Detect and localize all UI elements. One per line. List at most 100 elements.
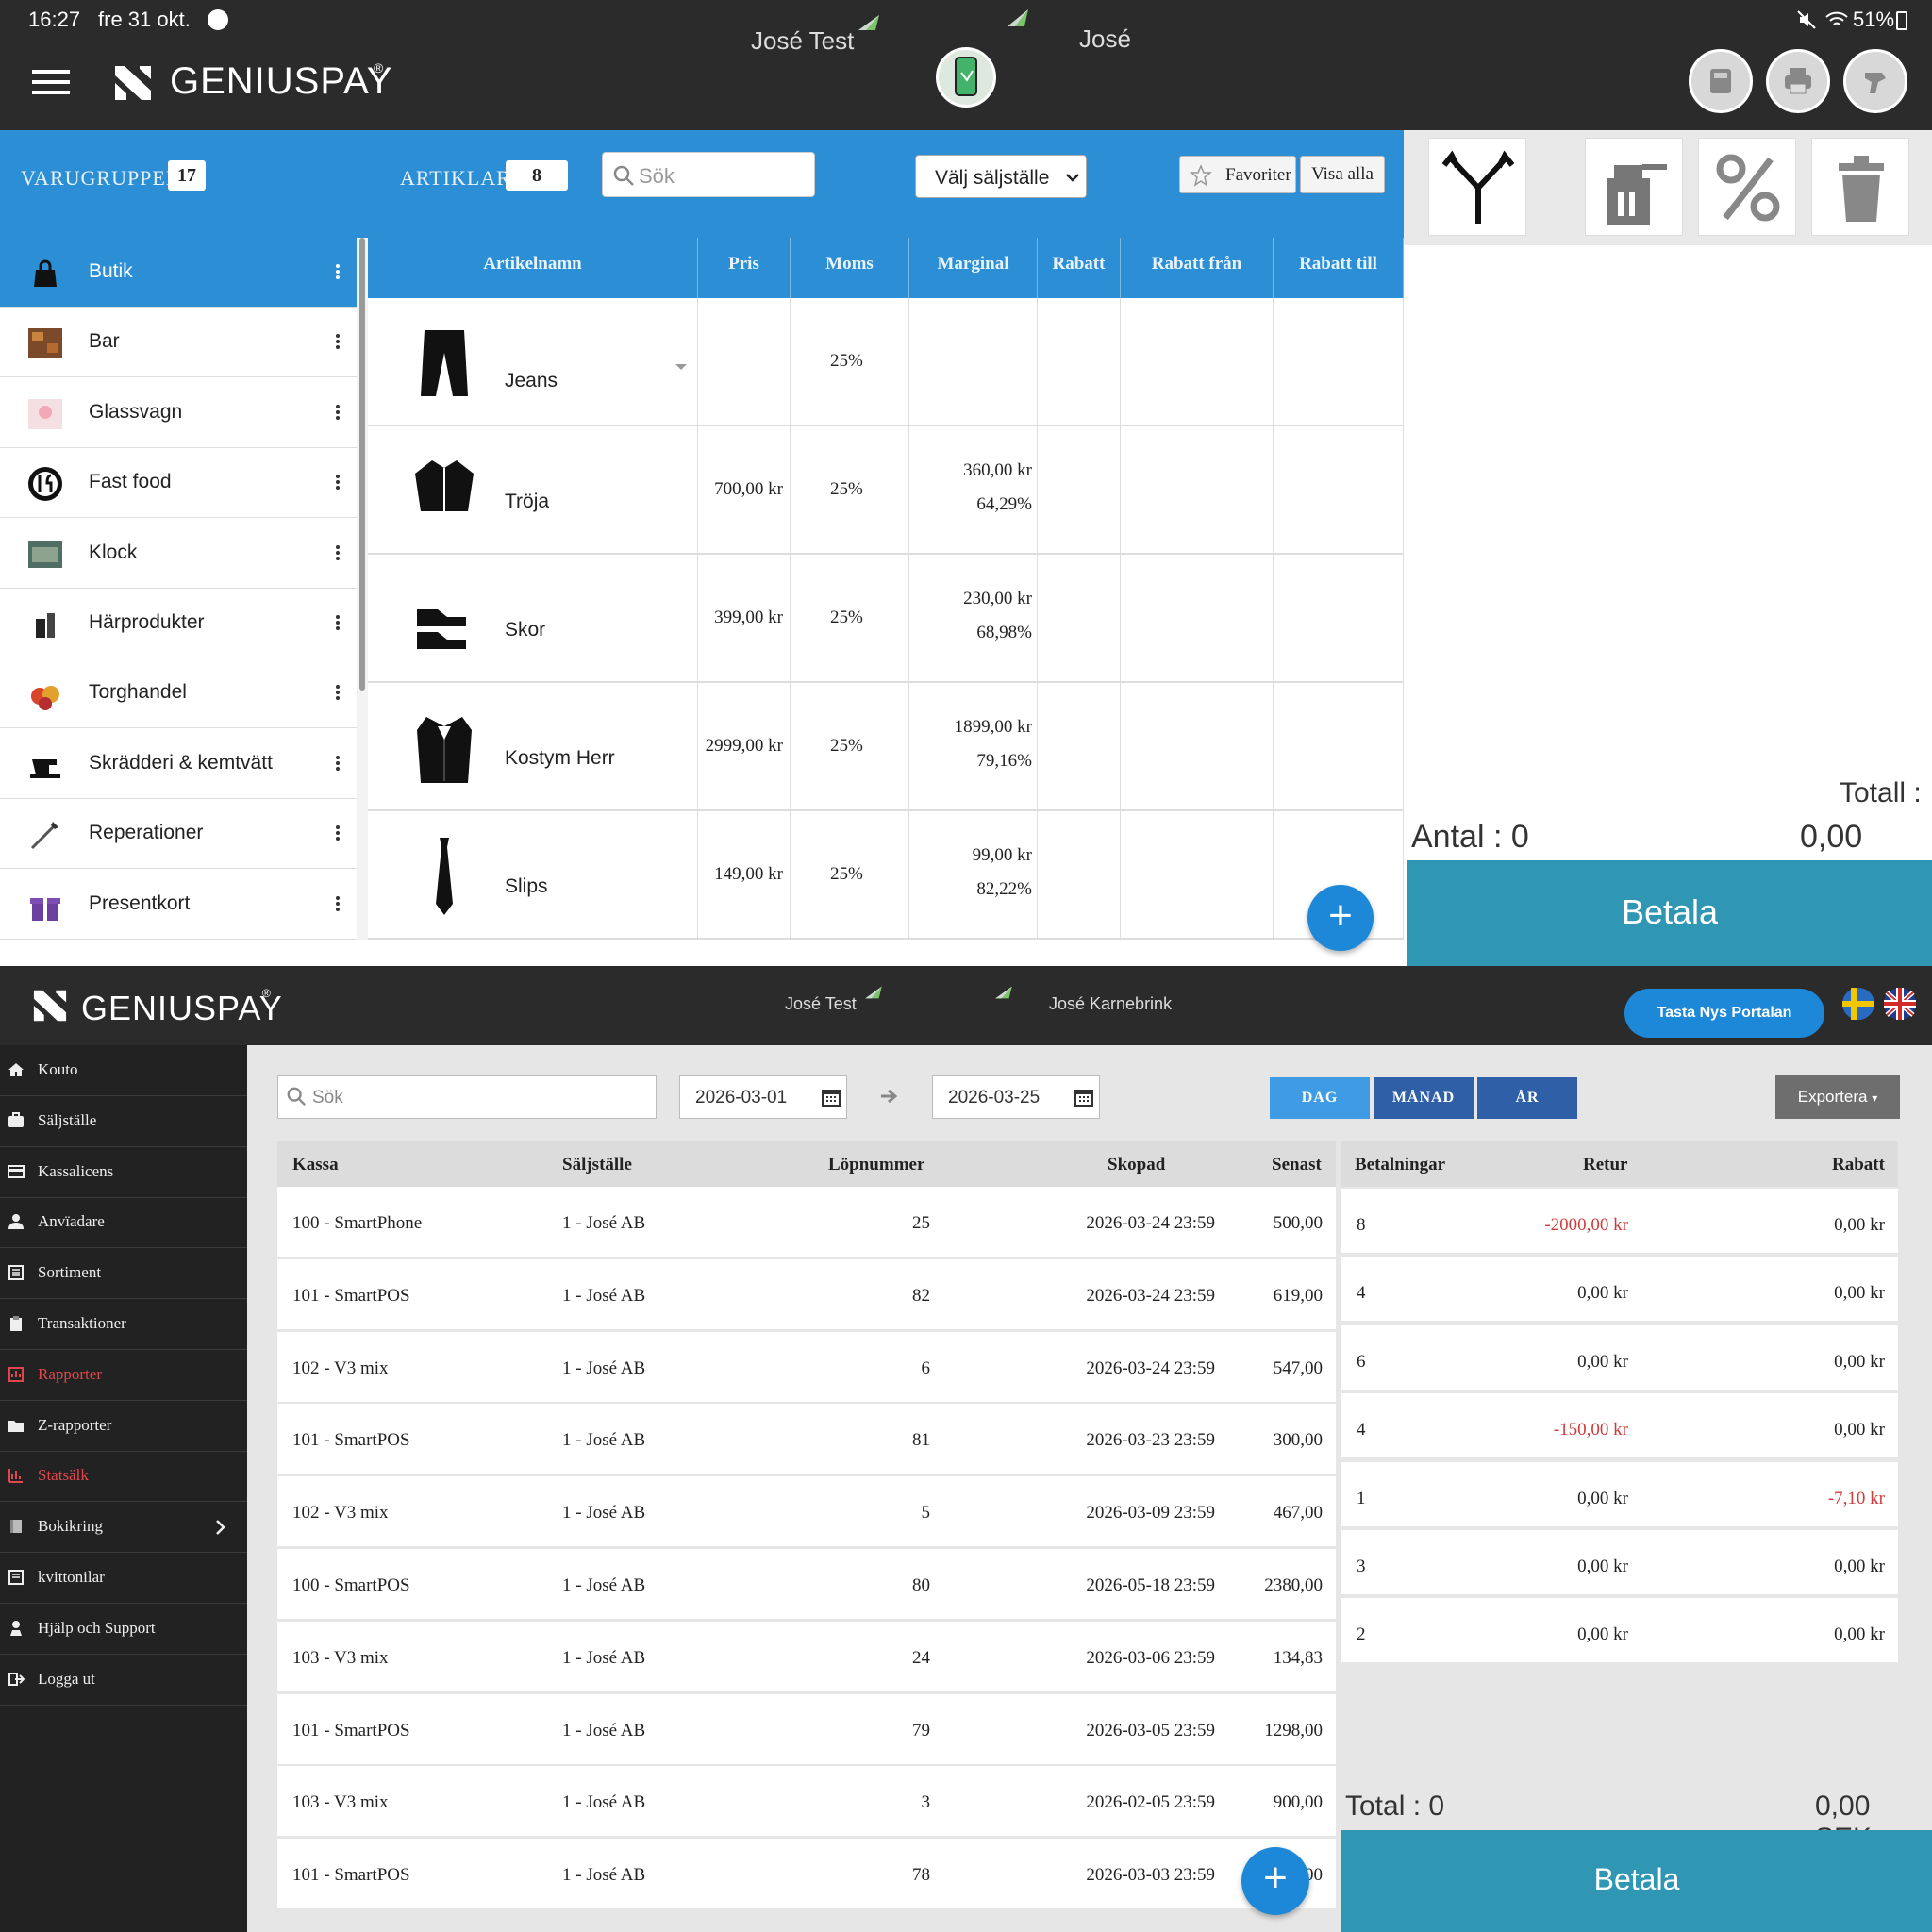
nav-item[interactable]: kvittonilar — [0, 1553, 247, 1604]
category-item[interactable]: Härprodukter — [0, 589, 357, 658]
expand-caret-icon[interactable] — [674, 362, 689, 372]
menu-icon[interactable] — [32, 68, 70, 96]
category-item[interactable]: Torghandel — [0, 658, 357, 729]
pay-button[interactable]: Betala — [1407, 860, 1932, 966]
product-column-header[interactable]: Rabatt från — [1121, 238, 1274, 298]
article-search-input[interactable]: Sök — [602, 152, 815, 197]
report-search-input[interactable]: Sök — [277, 1075, 657, 1119]
cell-betalningar: 4 — [1357, 1283, 1366, 1304]
category-item[interactable]: Fast food — [0, 448, 357, 519]
nav-item[interactable]: Kouto — [0, 1045, 247, 1096]
show-all-button[interactable]: Visa alla — [1300, 156, 1385, 193]
portal-button[interactable]: Tasta Nys Portalan — [1624, 989, 1824, 1038]
table-row[interactable]: 4 0,00 kr 0,00 kr — [1341, 1257, 1898, 1324]
kebab-menu-icon[interactable] — [336, 615, 340, 632]
sales-point-select[interactable]: Välj säljställe — [915, 155, 1087, 198]
swedish-flag-icon[interactable] — [1841, 987, 1875, 1021]
nav-item[interactable]: Kassalicens — [0, 1147, 247, 1198]
table-row[interactable]: 101 - SmartPOS 1 - José AB 78 2026-03-03 23… — [277, 1839, 1336, 1911]
table-row[interactable]: 3 0,00 kr 0,00 kr — [1341, 1530, 1898, 1596]
table-row[interactable]: 1 0,00 kr -7,10 kr — [1341, 1461, 1898, 1528]
table-row[interactable]: 101 - SmartPOS 1 - José AB 81 2026-03-23 23… — [277, 1404, 1336, 1476]
kebab-menu-icon[interactable] — [336, 825, 340, 842]
export-button[interactable]: Exportera ▾ — [1775, 1075, 1900, 1119]
category-item[interactable]: Skrädderi & kemtvätt — [0, 728, 357, 799]
pay-button[interactable]: Betala — [1341, 1830, 1932, 1932]
nav-item[interactable]: Sortiment — [0, 1248, 247, 1300]
favorites-button[interactable]: Favoriter — [1179, 156, 1296, 193]
cell-senast: 2380,00 — [1264, 1575, 1323, 1595]
table-row[interactable]: 100 - SmartPhone 1 - José AB 25 2026-03-24 … — [277, 1187, 1336, 1258]
category-item[interactable]: Bar — [0, 308, 357, 378]
table-row[interactable]: 6 0,00 kr 0,00 kr — [1341, 1324, 1898, 1391]
nav-item[interactable]: Bokikring — [0, 1502, 247, 1554]
table-row[interactable]: 2 0,00 kr 0,00 kr — [1341, 1598, 1898, 1665]
discount-button[interactable] — [1698, 138, 1796, 236]
kebab-menu-icon[interactable] — [336, 895, 340, 913]
category-item[interactable]: Presentkort — [0, 869, 357, 940]
col-kassa: Kassa — [292, 1155, 339, 1174]
nav-item[interactable]: Statsälk — [0, 1451, 247, 1503]
table-row[interactable]: 8 -2000,00 kr 0,00 kr — [1341, 1189, 1898, 1255]
category-scrollbar[interactable] — [357, 238, 368, 940]
product-column-header[interactable]: Artikelnamn — [368, 238, 698, 298]
product-column-header[interactable]: Marginal — [909, 238, 1038, 298]
table-row[interactable]: 102 - V3 mix 1 - José AB 6 2026-03-24 23:59… — [277, 1331, 1336, 1404]
calendar-icon[interactable] — [822, 1088, 841, 1107]
category-item[interactable]: Butik — [0, 238, 357, 308]
service-button[interactable] — [1585, 138, 1683, 236]
table-row[interactable]: 101 - SmartPOS 1 - José AB 79 2026-03-05 23… — [277, 1693, 1336, 1766]
product-margin-amount: 360,00 kr — [963, 460, 1032, 480]
product-column-header[interactable]: Moms — [791, 238, 909, 298]
product-row[interactable]: Kostym Herr 2999,00 kr 25% 1899,00 kr 79,16% — [368, 683, 1404, 811]
add-kassa-button[interactable]: + — [1241, 1847, 1309, 1915]
nav-item[interactable]: Hjälp och Support — [0, 1604, 247, 1655]
cash-drawer-button[interactable] — [1689, 49, 1753, 113]
period-month-button[interactable]: MÅNAD — [1374, 1077, 1474, 1119]
add-product-button[interactable]: + — [1307, 885, 1374, 951]
kebab-menu-icon[interactable] — [336, 475, 340, 491]
category-item[interactable]: Klock — [0, 518, 357, 589]
uk-flag-icon[interactable] — [1883, 987, 1917, 1021]
clear-cart-button[interactable] — [1811, 138, 1909, 236]
kebab-menu-icon[interactable] — [336, 334, 340, 351]
category-item[interactable]: Reperationer — [0, 799, 357, 870]
product-column-header[interactable]: Rabatt till — [1274, 238, 1404, 298]
product-cell — [909, 555, 1038, 683]
table-row[interactable]: 103 - V3 mix 1 - José AB 24 2026-03-06 23:5… — [277, 1621, 1336, 1693]
shoes-icon — [417, 609, 466, 649]
scanner-button[interactable] — [1843, 49, 1907, 113]
product-row[interactable]: Tröja 700,00 kr 25% 360,00 kr 64,29% — [368, 426, 1404, 555]
nav-item[interactable]: Anvïadare — [0, 1197, 247, 1249]
product-column-header[interactable]: Pris — [698, 238, 791, 298]
table-row[interactable]: 102 - V3 mix 1 - José AB 5 2026-03-09 23:59… — [277, 1476, 1336, 1549]
nav-item[interactable]: Logga ut — [0, 1655, 247, 1706]
kebab-menu-icon[interactable] — [336, 755, 340, 773]
product-row[interactable]: Jeans 25% — [368, 298, 1404, 426]
kebab-menu-icon[interactable] — [336, 264, 340, 281]
nav-item[interactable]: Z-rapporter — [0, 1401, 247, 1452]
period-day-button[interactable]: DAG — [1270, 1077, 1370, 1119]
phone-sync-button[interactable] — [936, 47, 996, 108]
split-button[interactable] — [1428, 138, 1526, 236]
table-row[interactable]: 100 - SmartPOS 1 - José AB 80 2026-05-18 23… — [277, 1549, 1336, 1621]
printer-button[interactable] — [1766, 49, 1830, 113]
date-to-input[interactable]: 2026-03-25 — [932, 1075, 1100, 1119]
kebab-menu-icon[interactable] — [336, 544, 340, 562]
kebab-menu-icon[interactable] — [336, 404, 340, 422]
table-row[interactable]: 101 - SmartPOS 1 - José AB 82 2026-03-24 23… — [277, 1258, 1336, 1331]
nav-item[interactable]: Transaktioner — [0, 1299, 247, 1350]
kebab-menu-icon[interactable] — [336, 685, 340, 702]
nav-label: kvittonilar — [38, 1568, 105, 1586]
category-item[interactable]: Glassvagn — [0, 377, 357, 448]
product-row[interactable]: Skor 399,00 kr 25% 230,00 kr 68,98% — [368, 555, 1404, 683]
table-row[interactable]: 4 -150,00 kr 0,00 kr — [1341, 1393, 1898, 1460]
calendar-icon[interactable] — [1074, 1088, 1093, 1107]
product-column-header[interactable]: Rabatt — [1038, 238, 1121, 298]
nav-item[interactable]: Rapporter — [0, 1350, 247, 1401]
date-from-input[interactable]: 2026-03-01 — [679, 1075, 847, 1119]
nav-item[interactable]: Säljställe — [0, 1096, 247, 1147]
period-year-button[interactable]: ÅR — [1477, 1077, 1577, 1119]
product-row[interactable]: Slips 149,00 kr 25% 99,00 kr 82,22% — [368, 811, 1404, 940]
table-row[interactable]: 103 - V3 mix 1 - José AB 3 2026-02-05 23:59… — [277, 1766, 1336, 1839]
